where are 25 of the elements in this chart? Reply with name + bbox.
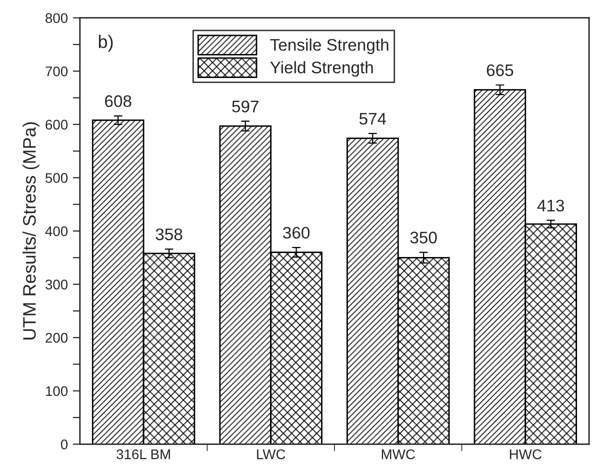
data-label: 574: [359, 113, 386, 125]
annotation: b): [98, 34, 113, 52]
legend-label: Tensile Strength: [270, 38, 388, 54]
x-tick-label: 316L BM: [116, 449, 170, 460]
data-label: 413: [537, 200, 564, 212]
y-tick-label: 300: [45, 280, 68, 290]
x-tick-label: LWC: [257, 449, 286, 460]
data-label: 608: [105, 95, 132, 108]
y-tick-label: 100: [46, 386, 68, 396]
y-tick-label: 400: [45, 226, 68, 236]
y-tick-label: 200: [46, 332, 68, 343]
x-tick-label: MWC: [382, 449, 415, 460]
y-tick-label: 600: [46, 120, 68, 130]
x-tick-label: HWC: [510, 449, 542, 460]
legend-label: Yield Strength: [270, 61, 373, 77]
y-tick-label: 800: [46, 13, 68, 24]
data-label: 350: [410, 232, 437, 244]
data-label: 360: [283, 226, 310, 239]
data-label: 358: [156, 228, 182, 240]
y-tick-label: 0: [60, 439, 68, 450]
data-label: 597: [232, 100, 258, 112]
y-tick-label: 500: [46, 173, 68, 183]
y-axis-title: UTM Results/ Stress (MPa): [22, 122, 40, 340]
y-tick-label: 700: [46, 66, 68, 76]
data-label: 665: [486, 64, 514, 76]
